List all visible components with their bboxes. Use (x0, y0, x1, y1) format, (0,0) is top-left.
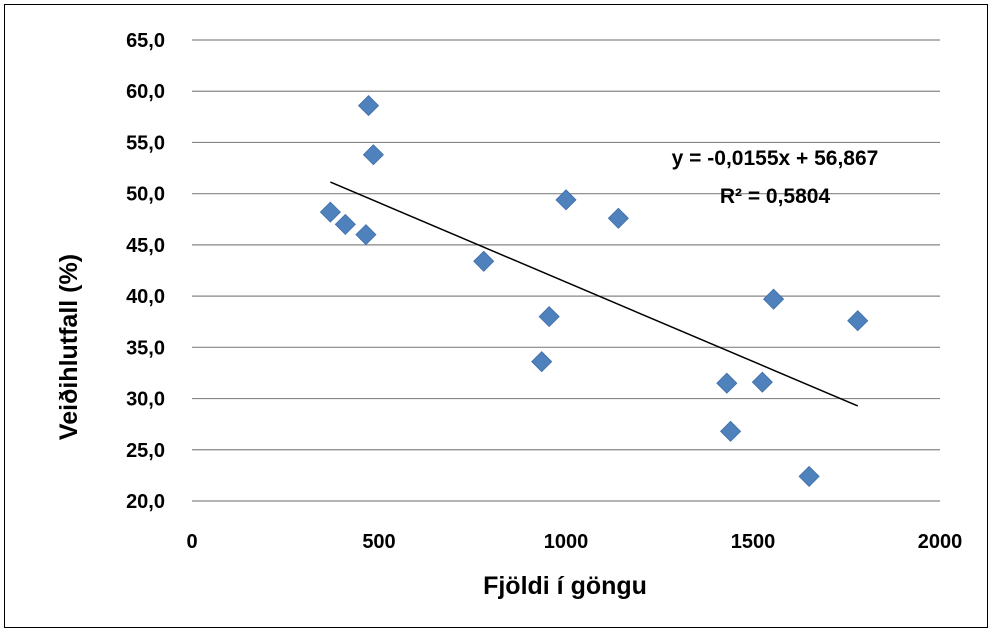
data-point (763, 288, 785, 310)
y-tick-label: 30,0 (126, 389, 165, 411)
y-tick-label: 60,0 (126, 81, 165, 103)
data-point (847, 310, 869, 332)
y-axis-title: Veiðihlutfall (%) (55, 254, 83, 440)
y-tick-label: 35,0 (126, 337, 165, 359)
gridlines (192, 39, 940, 502)
data-point (607, 207, 629, 229)
data-point (719, 420, 742, 442)
r-squared-label: R² = 0,5804 (720, 185, 831, 208)
x-tick-labels: 0 500 1000 1500 2000 (186, 531, 962, 553)
y-tick-label: 45,0 (126, 235, 165, 257)
x-tick-label: 500 (362, 531, 395, 553)
data-point (334, 213, 356, 235)
data-point (716, 372, 738, 394)
data-point (355, 224, 377, 246)
y-tick-label: 25,0 (126, 440, 165, 462)
y-tick-label: 65,0 (126, 30, 165, 52)
data-point (798, 465, 820, 487)
y-tick-label: 55,0 (126, 132, 165, 154)
y-tick-labels: 20,0 25,0 30,0 35,0 40,0 45,0 50,0 55,0 60,0 65,0 (126, 30, 165, 513)
data-point (473, 250, 495, 272)
x-tick-label: 1500 (731, 531, 776, 553)
y-tick-label: 40,0 (126, 286, 165, 308)
trendline (330, 181, 859, 407)
x-axis-title: Fjöldi í göngu (483, 572, 647, 600)
x-tick-label: 2000 (918, 531, 963, 553)
data-point (555, 189, 577, 211)
data-point (538, 306, 560, 328)
chart-frame (4, 4, 988, 628)
data-point (362, 144, 384, 166)
data-points (319, 94, 869, 487)
y-tick-label: 20,0 (126, 491, 165, 513)
x-tick-label: 1000 (544, 531, 589, 553)
data-point (319, 201, 341, 223)
data-point (531, 351, 553, 373)
trendline-equation: y = -0,0155x + 56,867 (672, 147, 879, 170)
data-point (357, 94, 380, 117)
x-tick-label: 0 (186, 531, 197, 553)
data-point (751, 371, 773, 393)
y-tick-label: 50,0 (126, 184, 165, 206)
